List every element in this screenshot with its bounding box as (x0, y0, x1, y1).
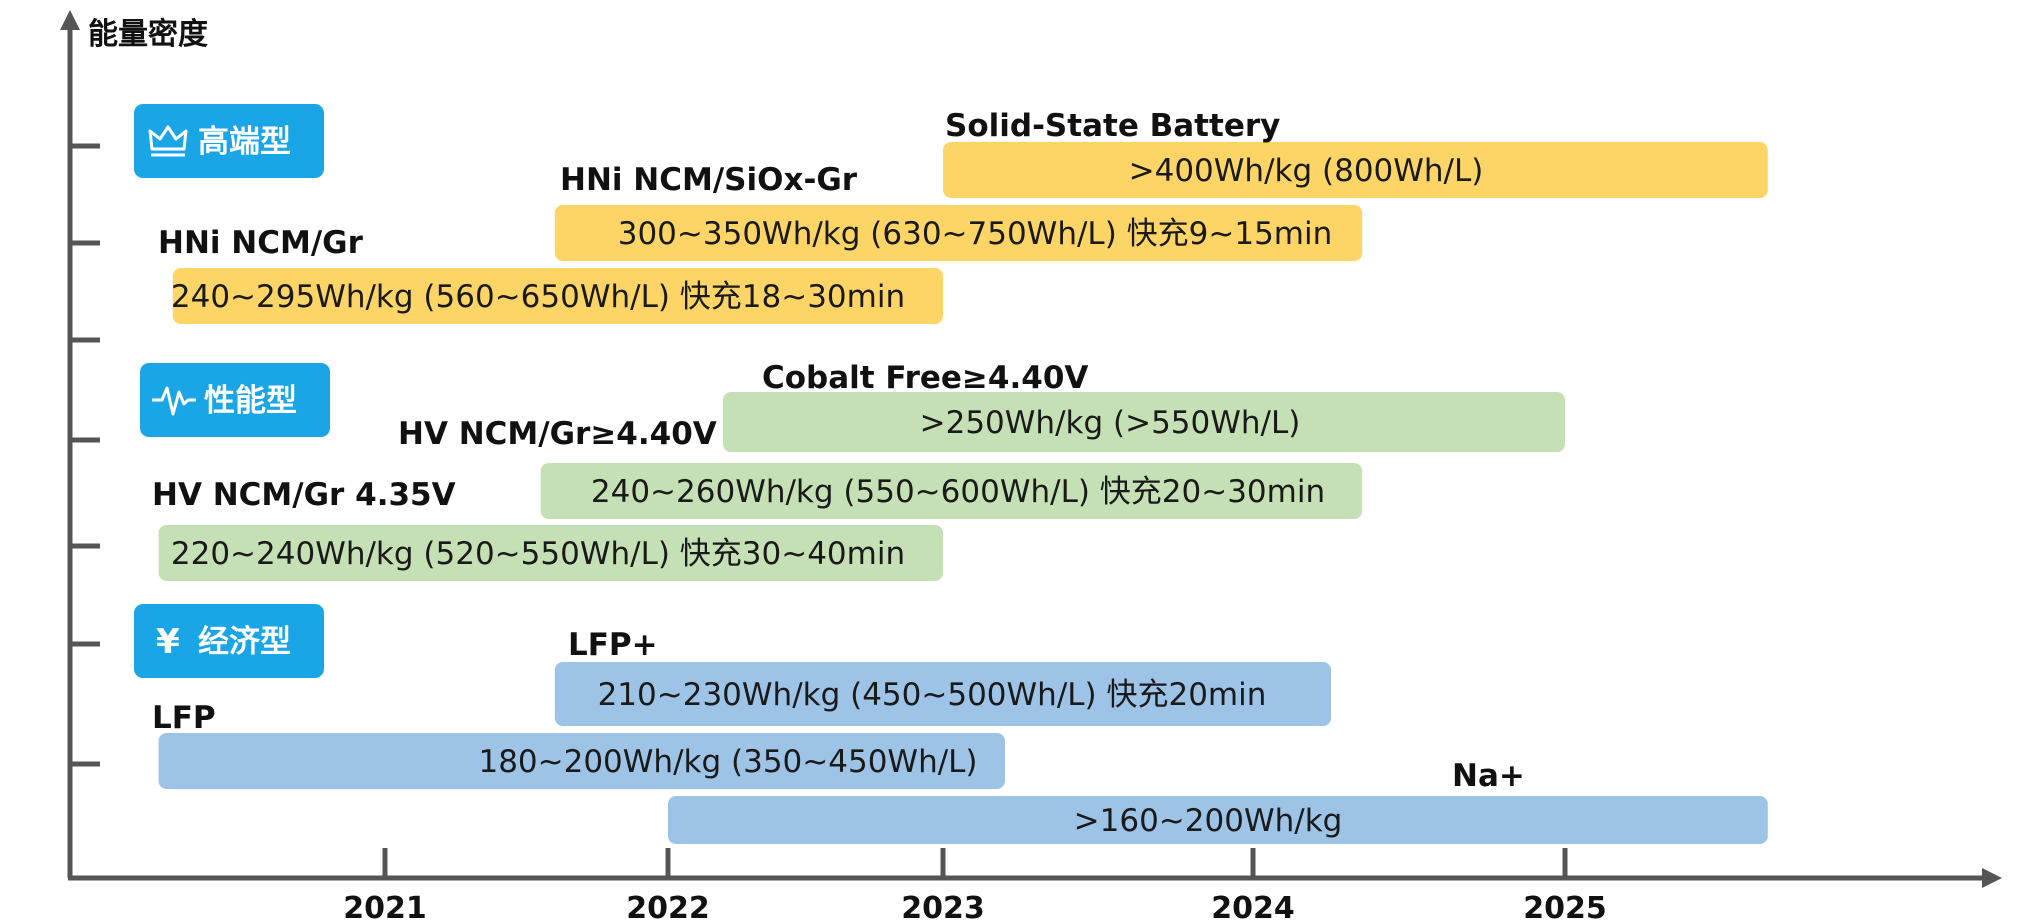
range-bar-title: HV NCM/Gr≥4.40V (398, 416, 717, 452)
range-bar-value-label: 180~200Wh/kg (350~450Wh/L) (478, 744, 977, 780)
range-bar-value-label: 240~260Wh/kg (550~600Wh/L) 快充20~30min (591, 474, 1325, 510)
range-bar-title: HV NCM/Gr 4.35V (152, 477, 456, 513)
range-bar-title: LFP (152, 700, 216, 736)
tier-badge (134, 104, 324, 178)
range-bar-value-label: >250Wh/kg (>550Wh/L) (920, 405, 1301, 441)
range-bar (723, 392, 1565, 452)
tier-badge-label: 性能型 (204, 383, 297, 419)
bars: >400Wh/kg (800Wh/L) Solid-State Battery 30… (152, 108, 1768, 844)
range-bar-title: Na+ (1452, 758, 1525, 794)
range-bar-title: Solid-State Battery (945, 108, 1280, 144)
x-tick-label: 2024 (1211, 891, 1295, 922)
tier-badge-label: 经济型 (198, 624, 291, 660)
range-bar-value-label: 240~295Wh/kg (560~650Wh/L) 快充18~30min (171, 279, 905, 315)
svg-text:¥: ¥ (156, 622, 180, 662)
range-bar (554, 662, 1331, 726)
tier-badge (134, 604, 324, 678)
yen-icon: ¥ (156, 622, 180, 662)
y-ticks (70, 143, 100, 767)
range-bar (668, 796, 1768, 844)
x-tick-label: 2025 (1523, 891, 1607, 922)
x-axis-arrow (1982, 868, 2002, 888)
x-tick-label: 2023 (901, 891, 985, 922)
pulse-icon (152, 386, 196, 416)
crown-icon (148, 125, 188, 157)
x-ticks: 2021 2022 2023 2024 2025 (343, 848, 1607, 922)
range-bar (540, 463, 1363, 519)
range-bar-title: LFP+ (568, 627, 658, 663)
range-bar-value-label: 210~230Wh/kg (450~500Wh/L) 快充20min (598, 677, 1267, 713)
x-tick-label: 2022 (626, 891, 710, 922)
range-bar-value-label: >160~200Wh/kg (1074, 803, 1343, 839)
range-bar (172, 268, 943, 324)
tier-badge-label: 高端型 (198, 124, 291, 160)
axes: 能量密度 (60, 10, 2002, 888)
range-bar-value-label: 300~350Wh/kg (630~750Wh/L) 快充9~15min (618, 216, 1333, 252)
x-tick-label: 2021 (343, 891, 427, 922)
y-axis-arrow (60, 10, 80, 30)
range-bar-title: HNi NCM/Gr (158, 225, 364, 261)
range-bar (554, 205, 1363, 261)
y-axis-label: 能量密度 (88, 17, 208, 52)
tier-badge (140, 363, 330, 437)
range-bar-title: Cobalt Free≥4.40V (762, 360, 1088, 396)
range-bar-value-label: >400Wh/kg (800Wh/L) (1129, 153, 1484, 189)
range-bar (943, 142, 1768, 198)
range-bar-title: HNi NCM/SiOx-Gr (560, 162, 858, 198)
range-bar (158, 733, 1006, 789)
range-bar (158, 525, 944, 581)
range-bar-value-label: 220~240Wh/kg (520~550Wh/L) 快充30~40min (171, 536, 905, 572)
